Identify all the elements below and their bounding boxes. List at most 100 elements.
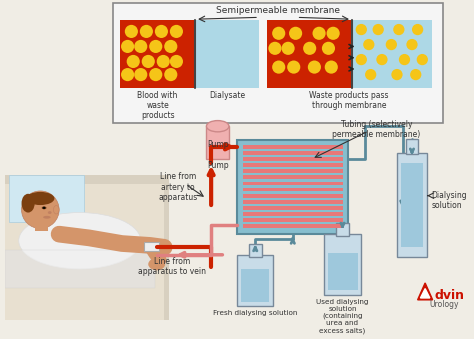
Circle shape [157,55,170,68]
Circle shape [325,61,338,74]
Circle shape [272,61,285,74]
Circle shape [149,40,162,53]
Text: Dialysate: Dialysate [209,91,245,100]
Ellipse shape [43,216,51,219]
Ellipse shape [54,205,59,214]
Bar [5,175,169,320]
Ellipse shape [148,258,165,270]
Bar [406,139,418,154]
Bar [243,157,343,161]
Text: Used dialysing
solution
(containing
urea and
excess salts): Used dialysing solution (containing urea… [316,299,369,334]
Bar [237,140,348,234]
Bar [9,175,84,222]
Bar [397,154,427,257]
Bar [243,188,343,192]
Bar [267,20,352,88]
Circle shape [170,25,183,38]
Text: dvin: dvin [435,288,465,302]
Circle shape [393,24,404,35]
Bar [324,234,361,295]
Circle shape [142,55,155,68]
Bar [243,194,343,198]
Circle shape [365,69,376,80]
Bar [243,151,343,155]
Circle shape [268,42,282,55]
Circle shape [134,68,147,81]
Circle shape [134,40,147,53]
Bar [328,253,357,291]
Bar [336,223,349,236]
Circle shape [392,69,402,80]
Ellipse shape [19,213,141,269]
Bar [243,182,343,185]
Circle shape [303,42,316,55]
Circle shape [164,40,177,53]
Bar [401,163,423,247]
Circle shape [289,27,302,40]
Text: Fresh dialysing solution: Fresh dialysing solution [213,310,298,316]
Bar [249,243,262,257]
Bar [207,126,229,159]
Circle shape [43,207,45,209]
Circle shape [127,55,140,68]
Bar [195,20,259,88]
Bar [5,250,155,287]
Text: Urology: Urology [429,300,458,309]
Circle shape [376,54,388,65]
Circle shape [272,27,285,40]
Circle shape [149,68,162,81]
Bar [5,250,155,287]
Circle shape [386,39,397,50]
Bar [243,200,343,204]
Bar [352,20,432,88]
Bar [237,255,273,306]
Bar [243,170,343,173]
Circle shape [327,27,340,40]
Text: Tubing (selectively
permeable membrane): Tubing (selectively permeable membrane) [332,120,420,139]
Bar [243,176,343,179]
Bar [243,218,343,222]
Circle shape [356,24,367,35]
Bar [5,184,164,320]
Circle shape [399,54,410,65]
Text: Line from
artery to
apparatus: Line from artery to apparatus [159,172,198,202]
Circle shape [164,68,177,81]
Bar [243,163,343,167]
Circle shape [121,40,134,53]
Circle shape [170,55,183,68]
Ellipse shape [207,121,229,132]
Circle shape [287,61,301,74]
Bar [241,269,269,302]
Text: Pump: Pump [207,140,228,148]
Circle shape [140,25,153,38]
Polygon shape [418,283,433,300]
Bar [113,3,443,123]
Circle shape [406,39,418,50]
Bar [120,20,195,88]
Ellipse shape [26,192,55,205]
Bar [243,206,343,210]
Circle shape [373,24,384,35]
Circle shape [312,27,326,40]
Text: Waste products pass
through membrane: Waste products pass through membrane [310,91,389,110]
Circle shape [308,61,321,74]
Circle shape [412,24,423,35]
Ellipse shape [48,211,52,214]
Circle shape [125,25,138,38]
Bar [35,220,48,231]
Ellipse shape [21,194,35,213]
Circle shape [121,68,134,81]
Ellipse shape [42,206,46,209]
Circle shape [356,54,367,65]
Bar [243,224,343,228]
Text: Dialysing
solution: Dialysing solution [432,191,467,211]
Circle shape [410,69,421,80]
Bar [243,212,343,216]
Text: Pump: Pump [207,161,228,170]
Text: Semipermeable membrane: Semipermeable membrane [216,6,340,15]
Circle shape [21,191,59,228]
Text: Blood with
waste
products: Blood with waste products [137,91,178,120]
Circle shape [282,42,295,55]
Text: Line from
apparatus to vein: Line from apparatus to vein [138,257,206,276]
Circle shape [417,54,428,65]
